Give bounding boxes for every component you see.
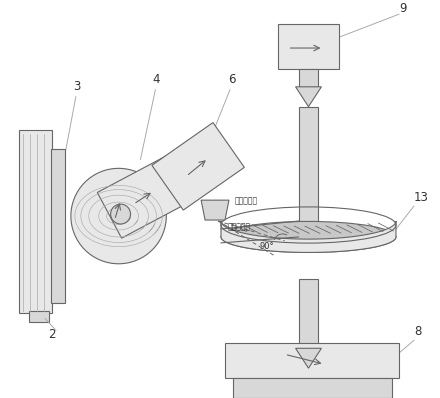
Text: 8: 8 xyxy=(414,325,421,338)
Text: 6: 6 xyxy=(228,73,235,86)
Polygon shape xyxy=(296,87,321,107)
Polygon shape xyxy=(51,149,65,302)
Bar xyxy=(299,279,319,348)
Text: 13: 13 xyxy=(414,191,429,204)
Text: 激光发射窗: 激光发射窗 xyxy=(228,222,251,231)
Bar xyxy=(29,310,49,322)
Text: 90°: 90° xyxy=(260,242,275,251)
Polygon shape xyxy=(221,221,396,252)
Ellipse shape xyxy=(221,221,396,252)
Text: 激光接收器: 激光接收器 xyxy=(235,196,258,205)
Circle shape xyxy=(71,168,166,264)
Bar xyxy=(299,69,319,87)
Polygon shape xyxy=(201,200,229,220)
Bar xyxy=(299,107,319,224)
Polygon shape xyxy=(97,154,194,238)
Text: 2: 2 xyxy=(48,328,55,341)
Bar xyxy=(19,130,52,314)
Text: 4: 4 xyxy=(152,73,160,86)
Circle shape xyxy=(110,204,131,224)
Bar xyxy=(233,378,392,398)
Text: 3: 3 xyxy=(73,80,80,93)
Bar xyxy=(278,24,339,69)
Text: 9: 9 xyxy=(399,2,407,15)
Bar xyxy=(225,343,399,378)
Polygon shape xyxy=(296,348,321,368)
Polygon shape xyxy=(152,123,244,210)
